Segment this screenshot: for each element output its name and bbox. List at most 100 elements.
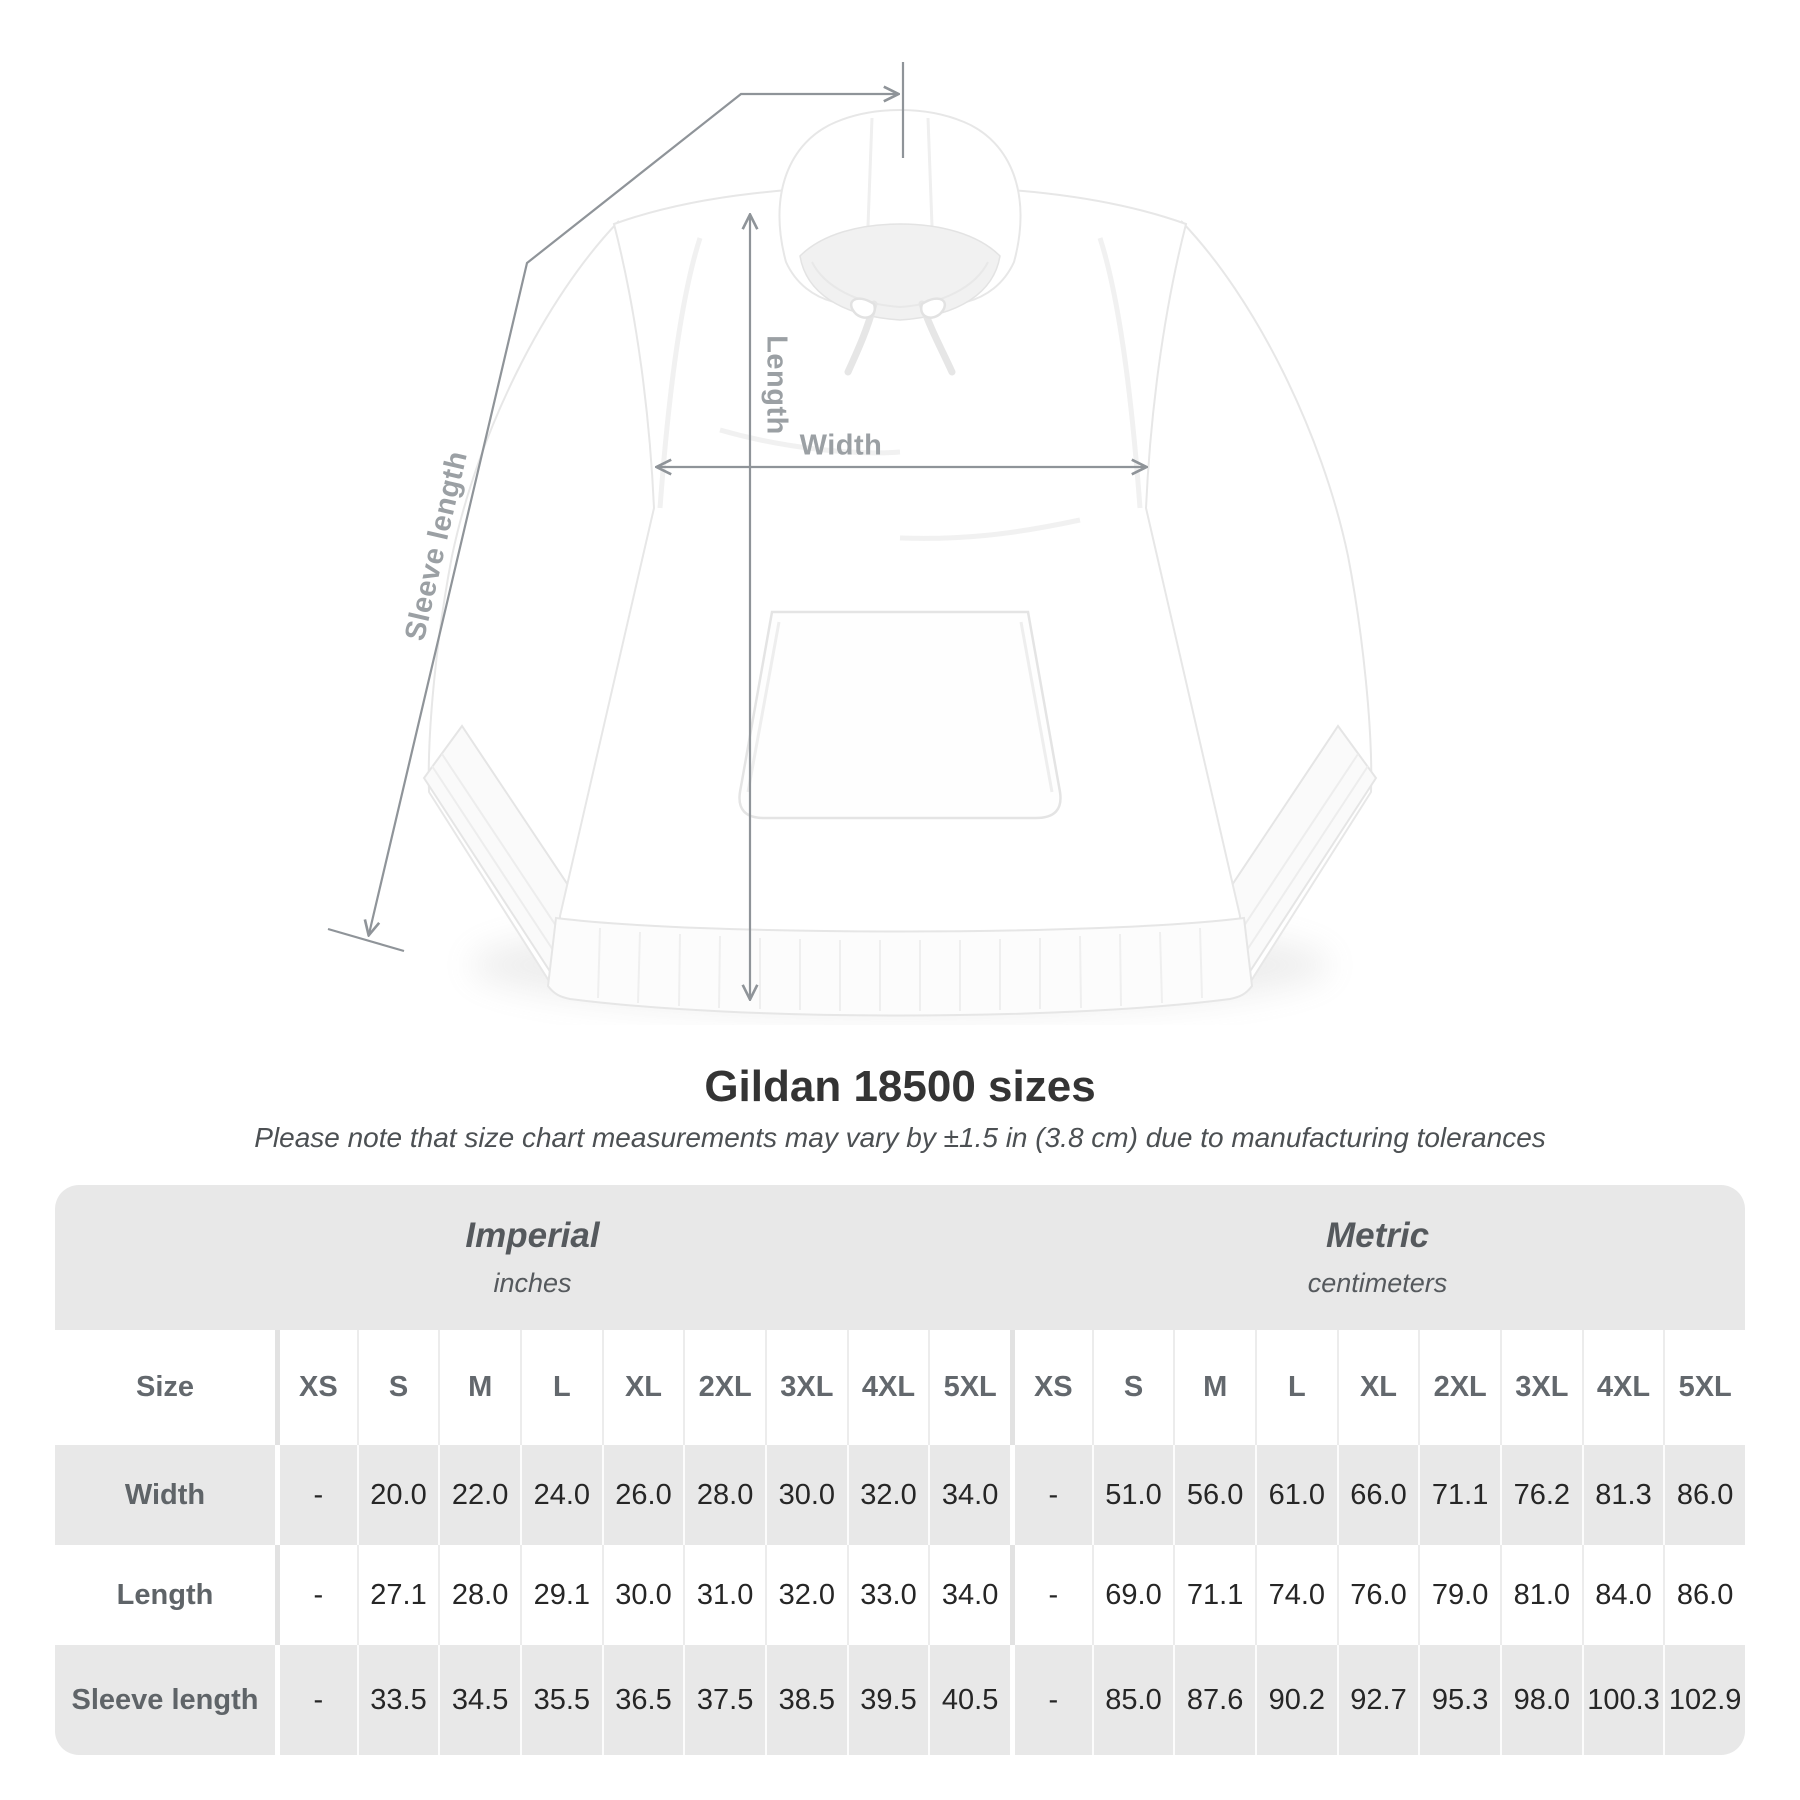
table-cell: 20.0 — [356, 1445, 439, 1545]
size-table: Imperial inches Metric centimeters Size … — [55, 1185, 1745, 1755]
table-cell: 85.0 — [1091, 1645, 1174, 1755]
table-cell: 51.0 — [1091, 1445, 1174, 1545]
row-label: Length — [116, 1578, 214, 1611]
hoodie-hem-band — [546, 916, 1254, 1017]
size-header: S — [356, 1330, 439, 1445]
size-header-row: Size XS S M L XL 2XL 3XL 4XL 5XL XS S M … — [55, 1330, 1745, 1445]
table-cell: 37.5 — [683, 1645, 765, 1755]
size-header: 5XL — [928, 1330, 1010, 1445]
size-header: 3XL — [764, 1330, 847, 1445]
unit-group-metric: Metric centimeters — [1010, 1216, 1745, 1299]
table-cell: 33.0 — [846, 1545, 929, 1645]
table-cell: 30.0 — [764, 1445, 847, 1545]
table-cell: 79.0 — [1418, 1545, 1500, 1645]
hoodie-illustration — [327, 62, 1378, 1017]
table-row-width: Width - 20.0 22.0 24.0 26.0 28.0 30.0 32… — [55, 1445, 1745, 1545]
row-label: Width — [124, 1478, 206, 1511]
unit-group-imperial: Imperial inches — [55, 1216, 1010, 1299]
size-header: 2XL — [683, 1330, 765, 1445]
table-cell: 87.6 — [1173, 1645, 1255, 1755]
size-header: 4XL — [846, 1330, 929, 1445]
table-cell: 24.0 — [519, 1445, 602, 1545]
table-cell: 76.0 — [1336, 1545, 1419, 1645]
table-cell: 27.1 — [356, 1545, 439, 1645]
table-cell: - — [1009, 1445, 1092, 1545]
table-cell: - — [275, 1645, 357, 1755]
width-measure-label: Width — [799, 429, 883, 462]
table-cell: 40.5 — [928, 1645, 1010, 1755]
size-header: M — [1173, 1330, 1255, 1445]
table-cell: 81.3 — [1581, 1445, 1664, 1545]
table-cell: 38.5 — [764, 1645, 847, 1755]
table-cell: 30.0 — [601, 1545, 684, 1645]
table-cell: 32.0 — [764, 1545, 847, 1645]
table-cell: 71.1 — [1418, 1445, 1500, 1545]
metric-heading: Metric — [1325, 1216, 1430, 1255]
size-header: XL — [601, 1330, 684, 1445]
size-header: L — [1254, 1330, 1337, 1445]
table-row-sleeve-length: Sleeve length - 33.5 34.5 35.5 36.5 37.5… — [55, 1645, 1745, 1755]
table-cell: 28.0 — [438, 1545, 520, 1645]
size-column-header: Size — [135, 1371, 195, 1403]
hoodie-measurement-diagram: Length Width Sleeve length — [327, 62, 1378, 1017]
table-cell: 34.0 — [928, 1445, 1010, 1545]
table-cell: 33.5 — [356, 1645, 439, 1755]
table-cell: 98.0 — [1499, 1645, 1582, 1755]
table-cell: 66.0 — [1336, 1445, 1419, 1545]
table-cell: 90.2 — [1254, 1645, 1337, 1755]
table-cell: 35.5 — [519, 1645, 602, 1755]
size-header: S — [1091, 1330, 1174, 1445]
row-label: Sleeve length — [71, 1683, 259, 1716]
length-measure-label: Length — [760, 335, 793, 435]
imperial-heading: Imperial — [465, 1216, 600, 1255]
table-cell: 86.0 — [1663, 1445, 1745, 1545]
table-cell: - — [1009, 1545, 1092, 1645]
tolerance-note: Please note that size chart measurements… — [254, 1122, 1546, 1153]
sleeve-length-arrow — [369, 94, 897, 934]
size-header: XS — [1009, 1330, 1092, 1445]
table-cell: 76.2 — [1499, 1445, 1582, 1545]
table-cell: 39.5 — [846, 1645, 929, 1755]
measurement-lines — [327, 62, 1145, 998]
table-cell: 28.0 — [683, 1445, 765, 1545]
table-cell: 102.9 — [1663, 1645, 1745, 1755]
hoodie-pocket — [738, 610, 1062, 820]
unit-header-band: Imperial inches Metric centimeters — [55, 1185, 1745, 1330]
table-cell: 84.0 — [1581, 1545, 1664, 1645]
size-header: L — [519, 1330, 602, 1445]
size-header: M — [438, 1330, 520, 1445]
metric-unit: centimeters — [1307, 1268, 1448, 1298]
table-cell: 31.0 — [683, 1545, 765, 1645]
table-cell: 34.0 — [928, 1545, 1010, 1645]
table-cell: 100.3 — [1581, 1645, 1664, 1755]
table-cell: - — [275, 1545, 357, 1645]
table-cell: - — [275, 1445, 357, 1545]
size-header: XL — [1336, 1330, 1419, 1445]
table-cell: - — [1009, 1645, 1092, 1755]
size-header: 2XL — [1418, 1330, 1500, 1445]
table-cell: 69.0 — [1091, 1545, 1174, 1645]
table-cell: 29.1 — [519, 1545, 602, 1645]
size-header: 3XL — [1499, 1330, 1582, 1445]
size-header: XS — [275, 1330, 357, 1445]
table-cell: 61.0 — [1254, 1445, 1337, 1545]
imperial-unit: inches — [493, 1268, 572, 1298]
table-cell: 86.0 — [1663, 1545, 1745, 1645]
table-cell: 26.0 — [601, 1445, 684, 1545]
table-cell: 36.5 — [601, 1645, 684, 1755]
table-cell: 22.0 — [438, 1445, 520, 1545]
table-cell: 95.3 — [1418, 1645, 1500, 1755]
page-title: Gildan 18500 sizes — [704, 1062, 1096, 1111]
table-cell: 74.0 — [1254, 1545, 1337, 1645]
table-cell: 92.7 — [1336, 1645, 1419, 1755]
table-cell: 56.0 — [1173, 1445, 1255, 1545]
size-header: 5XL — [1663, 1330, 1745, 1445]
table-cell: 71.1 — [1173, 1545, 1255, 1645]
table-row-length: Length - 27.1 28.0 29.1 30.0 31.0 32.0 3… — [55, 1545, 1745, 1645]
table-cell: 81.0 — [1499, 1545, 1582, 1645]
sleeve-length-tick-bottom — [327, 927, 405, 953]
hoodie-hood — [778, 109, 1022, 321]
table-cell: 32.0 — [846, 1445, 929, 1545]
table-cell: 34.5 — [438, 1645, 520, 1755]
